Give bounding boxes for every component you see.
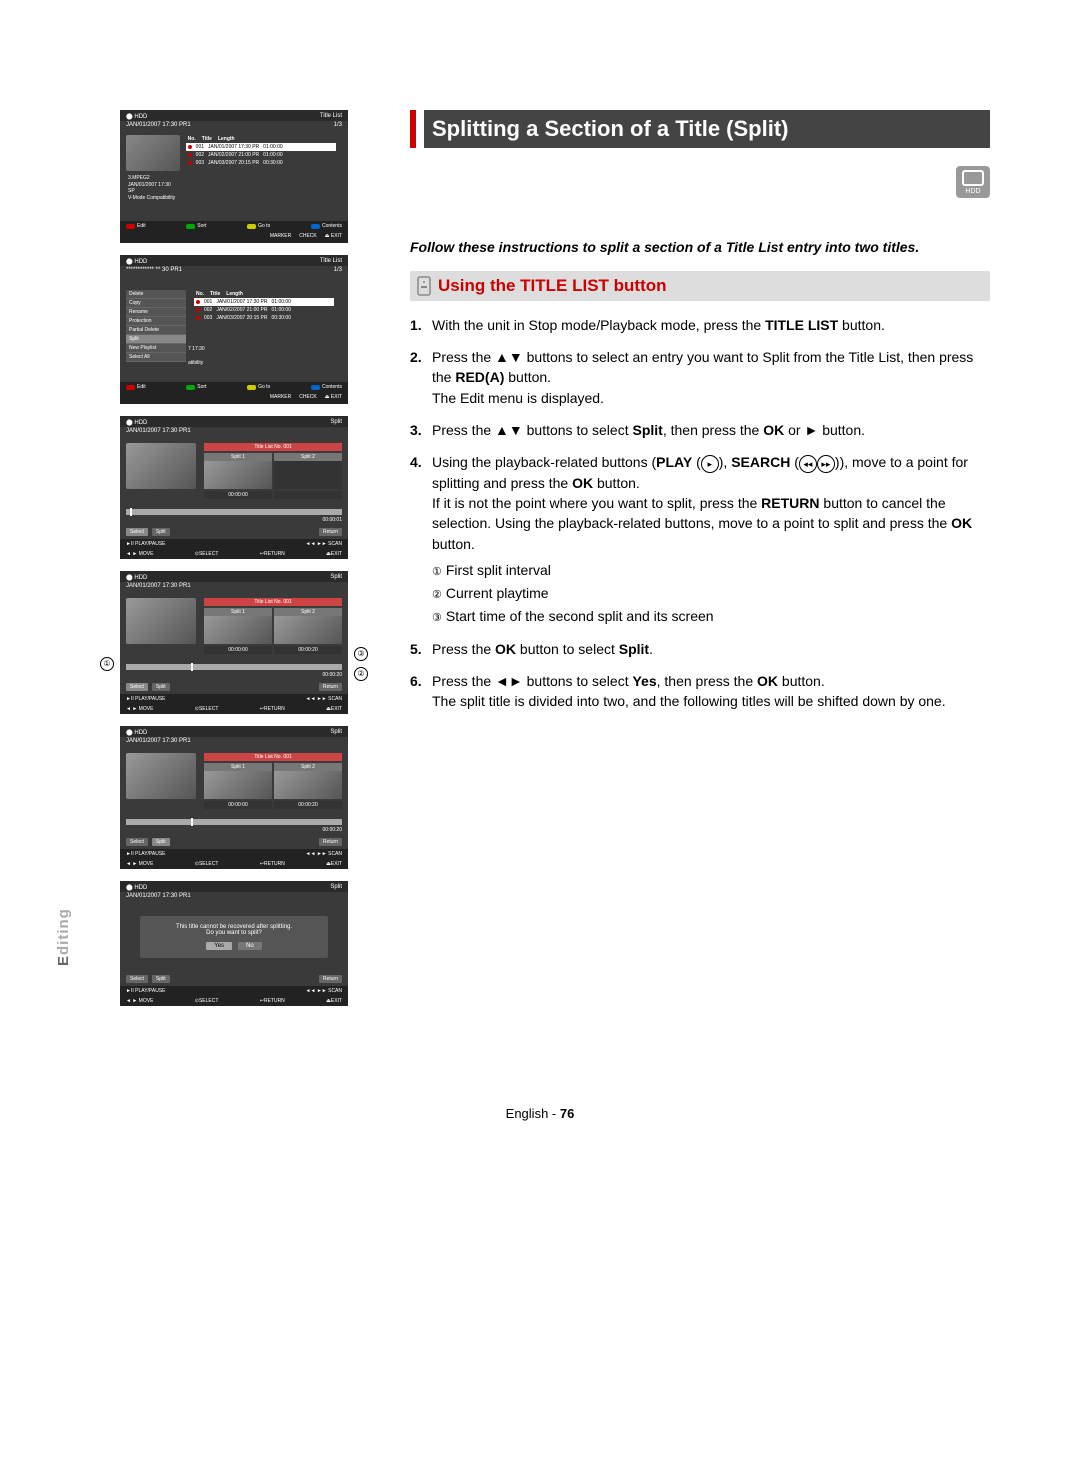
search-fwd-icon: ▸▸ [817, 455, 835, 473]
callout-2: ② [354, 667, 368, 681]
step-3: Press the ▲▼ buttons to select Split, th… [410, 420, 990, 440]
instruction-steps: With the unit in Stop mode/Playback mode… [410, 315, 990, 712]
screenshot-stack: ⬤ HDDTitle List JAN/01/2007 17:30 PR11/3… [120, 110, 370, 1006]
screen-split-1: ⬤ HDDSplit JAN/01/2007 17:30 PR1 Title L… [120, 416, 348, 559]
step-5: Press the OK button to select Split. [410, 639, 990, 659]
section-title: Splitting a Section of a Title (Split) [410, 110, 990, 148]
screen-split-confirm: ⬤ HDDSplit JAN/01/2007 17:30 PR1 This ti… [120, 881, 348, 1006]
screen-split-2: ⬤ HDDSplit JAN/01/2007 17:30 PR1 Title L… [120, 571, 348, 714]
step-2: Press the ▲▼ buttons to select an entry … [410, 347, 990, 408]
sub-heading: Using the TITLE LIST button [410, 271, 990, 301]
step-4: Using the playback-related buttons (PLAY… [410, 452, 990, 626]
screen-title-list: ⬤ HDDTitle List JAN/01/2007 17:30 PR11/3… [120, 110, 348, 243]
play-icon: ▸ [701, 455, 719, 473]
step-6: Press the ◄► buttons to select Yes, then… [410, 671, 990, 712]
side-tab-label: Editing [55, 908, 72, 966]
remote-icon [410, 272, 438, 300]
hdd-badge: HDD [956, 166, 990, 198]
screen-split-3: ⬤ HDDSplit JAN/01/2007 17:30 PR1 Title L… [120, 726, 348, 869]
search-rev-icon: ◂◂ [799, 455, 817, 473]
intro-text: Follow these instructions to split a sec… [410, 238, 990, 257]
confirm-dialog: This title cannot be recovered after spl… [140, 916, 328, 958]
context-menu: Delete Copy Rename Protection Partial De… [126, 290, 186, 362]
callout-1: ① [100, 657, 114, 671]
screen-edit-menu: ⬤ HDDTitle List ************ ** 30 PR11/… [120, 255, 348, 404]
page-footer: English - 76 [0, 1106, 1080, 1121]
callout-3: ③ [354, 647, 368, 661]
step-1: With the unit in Stop mode/Playback mode… [410, 315, 990, 335]
